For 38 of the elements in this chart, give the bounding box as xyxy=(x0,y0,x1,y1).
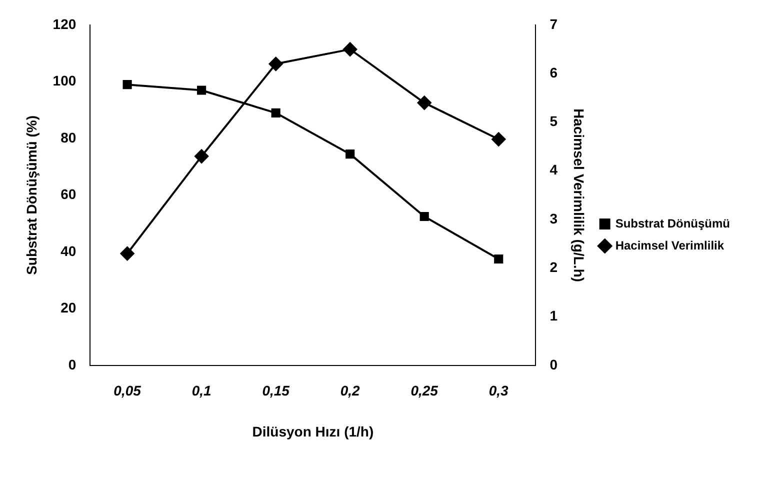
x-tick-label: 0,05 xyxy=(114,382,142,399)
y-tick-label: 80 xyxy=(60,129,76,146)
y2-tick-label: 4 xyxy=(550,162,558,178)
y2-tick-label: 7 xyxy=(550,16,558,32)
point xyxy=(420,212,429,222)
point xyxy=(346,150,355,159)
point xyxy=(268,56,283,71)
x-tick-label: 0,15 xyxy=(262,382,290,399)
point xyxy=(271,108,280,118)
y-tick-label: 0 xyxy=(68,356,76,372)
x-tick-label: 0,1 xyxy=(192,382,212,399)
y2-tick-label: 0 xyxy=(550,356,558,372)
point xyxy=(492,132,506,146)
x-axis-title: Dilüsyon Hızı (1/h) xyxy=(252,423,374,440)
y-tick-label: 100 xyxy=(52,72,76,89)
x-tick-label: 0,2 xyxy=(340,382,360,399)
y-tick-label: 120 xyxy=(52,16,76,32)
y2-tick-label: 3 xyxy=(550,210,558,226)
legend-label: Substrat Dönüşümü xyxy=(615,216,730,230)
y2-tick-label: 6 xyxy=(550,64,558,80)
y2-axis-title: Hacimsel Verimlilik (g/L.h) xyxy=(571,108,588,282)
y-tick-label: 20 xyxy=(60,300,76,316)
y-tick-label: 40 xyxy=(60,242,76,259)
x-tick-label: 0,3 xyxy=(488,382,509,399)
y2-tick-label: 2 xyxy=(550,259,558,275)
point xyxy=(194,149,209,164)
point xyxy=(343,42,358,56)
x-tick-label: 0,25 xyxy=(410,382,438,399)
point xyxy=(122,80,132,90)
point xyxy=(120,246,134,261)
y2-tick-label: 5 xyxy=(550,113,558,130)
y-axis-title: Substrat Dönüşümü (%) xyxy=(23,115,40,275)
y2-tick-label: 1 xyxy=(550,308,558,324)
y-tick-label: 60 xyxy=(60,186,76,202)
legend-label: Hacimsel Verimlilik xyxy=(615,238,724,252)
point xyxy=(417,96,432,110)
point xyxy=(197,86,206,95)
point xyxy=(494,254,504,264)
